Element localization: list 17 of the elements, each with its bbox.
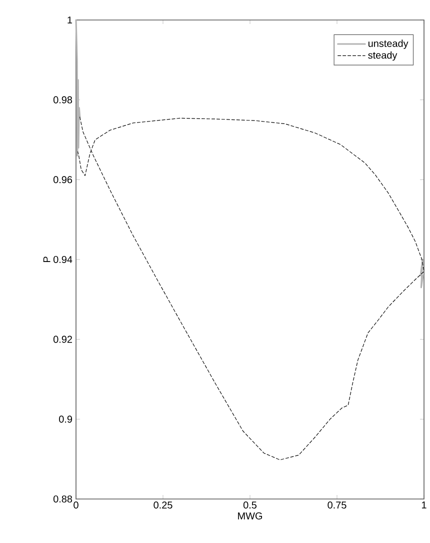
y-tick-label: 0.9 [59, 416, 72, 423]
y-axis-title: P [43, 256, 50, 262]
x-tick-label: 0.25 [154, 502, 172, 509]
y-tick-label: 1 [68, 16, 72, 24]
y-tick-label: 0.92 [53, 336, 72, 343]
x-tick-label: 1 [422, 502, 426, 508]
x-axis-title: MWG [238, 512, 262, 520]
y-tick-label: 0.94 [53, 256, 72, 264]
x-tick-label: 0.5 [243, 502, 257, 509]
x-tick-label: 0.75 [328, 502, 346, 509]
legend-label: unsteady [368, 40, 408, 49]
x-tick-label: 0 [74, 502, 78, 509]
y-tick-label: 0.88 [53, 495, 72, 503]
legend-label: steady [368, 51, 398, 61]
y-tick-label: 0.96 [53, 176, 72, 184]
line-series [77, 116, 424, 460]
y-tick-label: 0.98 [53, 96, 72, 104]
